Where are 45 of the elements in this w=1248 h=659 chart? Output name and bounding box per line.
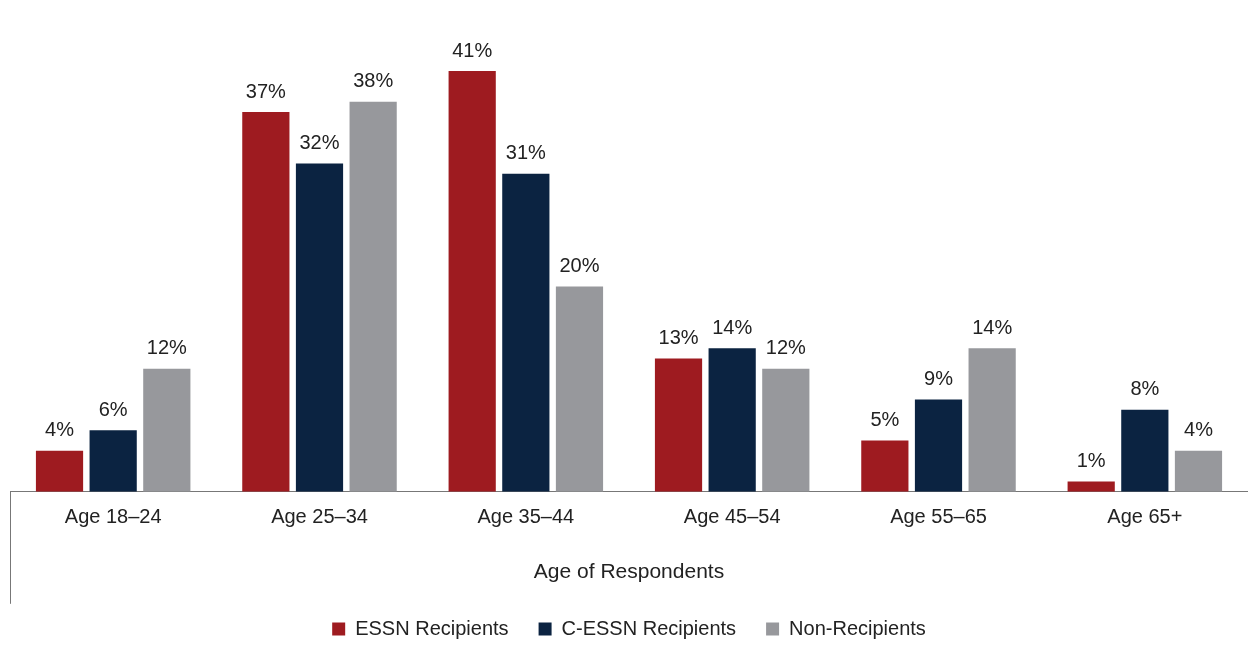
data-label: 14%: [712, 315, 753, 338]
legend-label: Non-Recipients: [789, 616, 926, 639]
data-label: 1%: [1076, 449, 1106, 472]
bar: [968, 348, 1016, 492]
data-label: 41%: [452, 38, 493, 61]
bar: [654, 358, 703, 492]
data-label: 4%: [1184, 418, 1214, 441]
bar: [555, 286, 604, 492]
data-label: 12%: [146, 336, 188, 359]
bar: [143, 368, 191, 492]
data-label: 9%: [924, 366, 954, 389]
data-label: 20%: [559, 254, 600, 277]
bar: [708, 348, 756, 492]
x-tick-label: Age 45–54: [683, 505, 781, 528]
x-tick-label: Age 18–24: [64, 505, 162, 528]
bar: [295, 163, 344, 492]
bar: [1121, 409, 1169, 492]
data-label: 5%: [870, 408, 900, 430]
data-label: 14%: [972, 315, 1013, 338]
bar: [502, 173, 550, 492]
data-label: 13%: [658, 325, 699, 348]
data-label: 38%: [353, 69, 394, 92]
data-label: 12%: [765, 336, 807, 359]
bar: [448, 71, 496, 492]
bar: [762, 368, 810, 492]
data-label: 6%: [98, 397, 128, 420]
x-tick-label: Age 25–34: [271, 505, 368, 528]
x-axis-title: Age of Respondents: [533, 559, 725, 583]
x-tick-label: Age 35–44: [477, 505, 575, 528]
data-label: 8%: [1130, 377, 1160, 400]
bar: [242, 112, 290, 492]
data-label: 4%: [45, 418, 75, 441]
x-tick-label: Age 65+: [1107, 505, 1183, 528]
x-tick-label: Age 55–65: [890, 505, 987, 528]
data-label: 31%: [505, 141, 547, 164]
bar: [861, 440, 909, 492]
legend-label: C-ESSN Recipients: [561, 616, 737, 639]
bar: [1174, 450, 1223, 492]
bar: [914, 399, 963, 492]
legend-label: ESSN Recipients: [355, 616, 509, 639]
bar: [35, 450, 84, 492]
data-label: 32%: [299, 130, 340, 153]
bar: [349, 101, 397, 492]
data-label: 37%: [245, 79, 287, 102]
bar: [89, 430, 137, 492]
